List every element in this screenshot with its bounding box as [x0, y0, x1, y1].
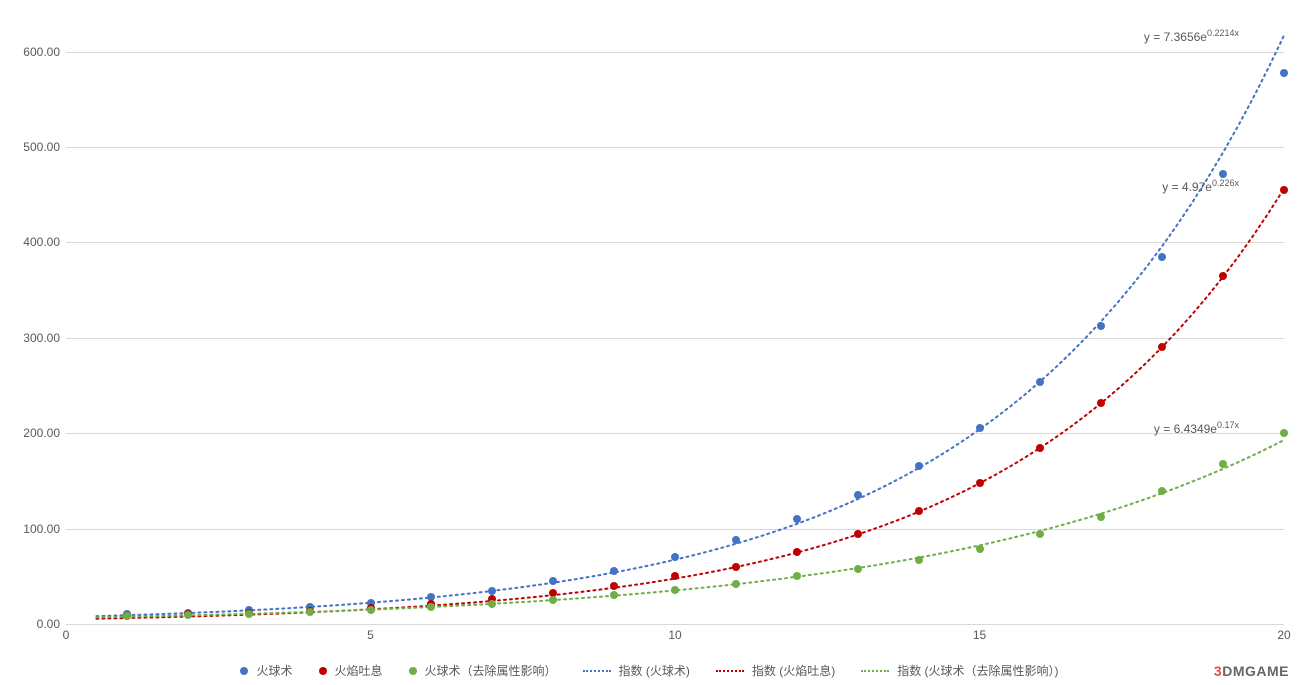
- data-point-fireball: [549, 577, 557, 585]
- legend: 火球术 火焰吐息 火球术（去除属性影响） 指数 (火球术) 指数 (火焰吐息) 指数 (火…: [0, 662, 1299, 679]
- data-point-fireball_noattr: [1036, 530, 1044, 538]
- data-point-firebreath: [732, 563, 740, 571]
- legend-marker-line-icon: [861, 670, 889, 672]
- legend-label: 指数 (火球术（去除属性影响）): [897, 662, 1058, 679]
- watermark-suffix: DMGAME: [1222, 663, 1289, 679]
- data-point-fireball_noattr: [610, 591, 618, 599]
- y-axis-tick-label: 0.00: [37, 617, 66, 631]
- data-point-fireball_noattr: [123, 612, 131, 620]
- data-point-fireball: [915, 462, 923, 470]
- data-point-fireball_noattr: [184, 611, 192, 619]
- legend-label: 火球术: [256, 662, 292, 679]
- legend-item: 指数 (火焰吐息): [716, 662, 835, 679]
- data-point-fireball_noattr: [1097, 513, 1105, 521]
- y-axis-tick-label: 600.00: [23, 45, 66, 59]
- data-point-fireball_noattr: [915, 556, 923, 564]
- data-point-firebreath: [915, 507, 923, 515]
- data-point-fireball: [732, 536, 740, 544]
- data-point-fireball_noattr: [976, 545, 984, 553]
- legend-marker-dot-icon: [240, 667, 248, 675]
- data-point-fireball_noattr: [427, 603, 435, 611]
- x-axis-tick-label: 15: [973, 624, 986, 642]
- legend-label: 指数 (火焰吐息): [752, 662, 835, 679]
- data-point-fireball_noattr: [306, 608, 314, 616]
- data-point-fireball: [793, 515, 801, 523]
- data-point-firebreath: [1036, 444, 1044, 452]
- legend-label: 火焰吐息: [335, 662, 383, 679]
- y-axis-tick-label: 500.00: [23, 140, 66, 154]
- trendline-exp_fireball_noattr: [96, 440, 1284, 617]
- data-point-fireball: [1158, 253, 1166, 261]
- legend-item: 火球术（去除属性影响）: [409, 662, 557, 679]
- data-point-fireball_noattr: [854, 565, 862, 573]
- data-point-fireball: [488, 587, 496, 595]
- x-axis-tick-label: 0: [63, 624, 70, 642]
- legend-item: 指数 (火球术): [583, 662, 690, 679]
- legend-marker-line-icon: [716, 670, 744, 672]
- trendline-exp_fireball: [96, 36, 1284, 617]
- data-point-fireball_noattr: [1280, 429, 1288, 437]
- data-point-fireball_noattr: [367, 606, 375, 614]
- trendline-exp_firebreath: [96, 189, 1284, 619]
- data-point-fireball_noattr: [793, 572, 801, 580]
- data-point-fireball: [610, 567, 618, 575]
- data-point-firebreath: [1280, 186, 1288, 194]
- legend-item: 指数 (火球术（去除属性影响）): [861, 662, 1058, 679]
- data-point-fireball: [976, 424, 984, 432]
- x-axis-tick-label: 10: [668, 624, 681, 642]
- legend-label: 火球术（去除属性影响）: [425, 662, 557, 679]
- data-point-firebreath: [1097, 399, 1105, 407]
- data-point-firebreath: [1158, 343, 1166, 351]
- chart-container: 0.00 100.00 200.00 300.00 400.00 500.00 600.00…: [0, 0, 1299, 685]
- data-point-fireball_noattr: [732, 580, 740, 588]
- data-point-fireball: [1280, 69, 1288, 77]
- y-axis-tick-label: 200.00: [23, 426, 66, 440]
- data-point-fireball_noattr: [1219, 460, 1227, 468]
- data-point-fireball_noattr: [245, 610, 253, 618]
- data-point-fireball_noattr: [1158, 487, 1166, 495]
- data-point-fireball: [854, 491, 862, 499]
- watermark-prefix: 3: [1214, 663, 1222, 679]
- trend-formula-exp_fireball_noattr: y = 6.4349e0.17x: [1154, 420, 1239, 436]
- data-point-fireball: [1219, 170, 1227, 178]
- y-axis-tick-label: 100.00: [23, 522, 66, 536]
- data-point-firebreath: [854, 530, 862, 538]
- data-point-fireball: [1097, 322, 1105, 330]
- data-point-fireball: [1036, 378, 1044, 386]
- x-axis-tick-label: 5: [367, 624, 374, 642]
- data-point-firebreath: [610, 582, 618, 590]
- data-point-fireball_noattr: [488, 600, 496, 608]
- watermark-logo: 3DMGAME: [1214, 663, 1289, 679]
- legend-label: 指数 (火球术): [619, 662, 690, 679]
- plot-area: 0.00100.00200.00300.00400.00500.00600.00…: [66, 4, 1284, 624]
- legend-marker-line-icon: [583, 670, 611, 672]
- trend-formula-exp_fireball: y = 7.3656e0.2214x: [1144, 28, 1239, 44]
- trendlines-svg: [66, 4, 1284, 624]
- data-point-firebreath: [976, 479, 984, 487]
- data-point-fireball_noattr: [549, 596, 557, 604]
- trend-formula-exp_firebreath: y = 4.97e0.226x: [1162, 178, 1239, 194]
- legend-item: 火焰吐息: [319, 662, 383, 679]
- data-point-fireball_noattr: [671, 586, 679, 594]
- data-point-firebreath: [671, 572, 679, 580]
- y-axis-tick-label: 300.00: [23, 331, 66, 345]
- y-axis-tick-label: 400.00: [23, 235, 66, 249]
- data-point-fireball: [671, 553, 679, 561]
- x-axis-tick-label: 20: [1277, 624, 1290, 642]
- legend-marker-dot-icon: [319, 667, 327, 675]
- data-point-firebreath: [793, 548, 801, 556]
- legend-item: 火球术: [240, 662, 292, 679]
- legend-marker-dot-icon: [409, 667, 417, 675]
- data-point-firebreath: [1219, 272, 1227, 280]
